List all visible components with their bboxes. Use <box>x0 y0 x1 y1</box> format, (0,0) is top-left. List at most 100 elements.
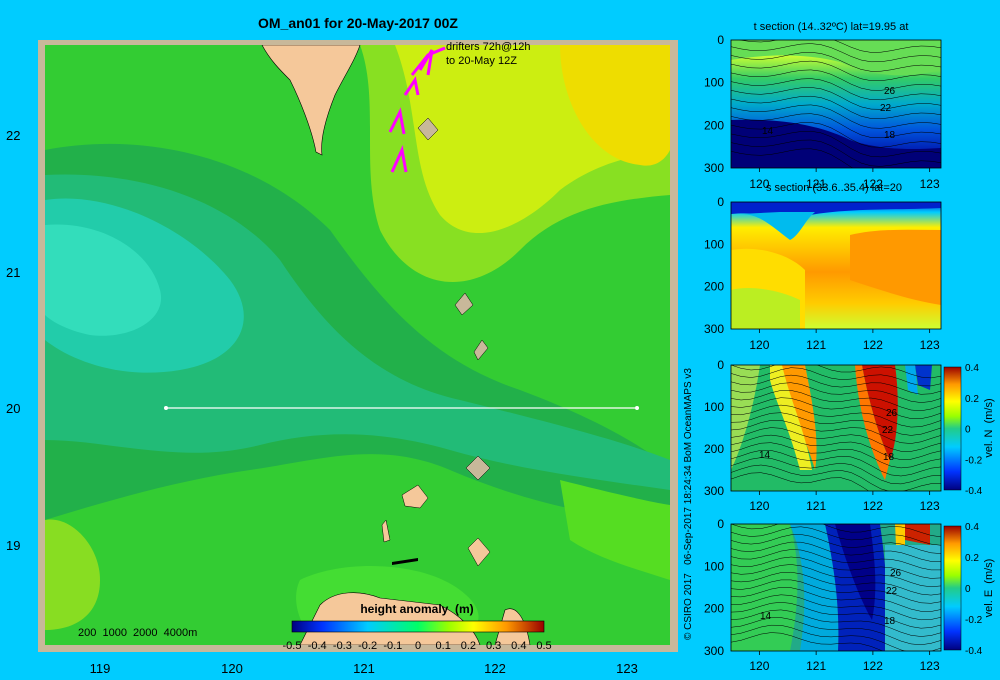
colorbar-tick: 0.3 <box>486 640 501 652</box>
panel-x-tick: 121 <box>806 338 826 352</box>
vel-n-field <box>731 365 941 491</box>
vel-colorbar-tick: 0 <box>965 425 971 436</box>
vel-n-panel: 26 22 18 14 vel. N (m/s) <box>730 364 995 492</box>
contour-line <box>731 148 854 168</box>
island-8 <box>392 558 418 565</box>
depth-legend: 200 1000 2000 4000m <box>78 627 197 639</box>
map-x-tick: 120 <box>221 661 243 676</box>
panel-y-tick: 0 <box>717 33 724 47</box>
drifter-annotation-line1: drifters 72h@12h <box>446 41 531 53</box>
contour-line <box>731 624 941 651</box>
contour-line <box>731 104 941 129</box>
map-x-ticks: 119 120 121 122 123 <box>90 661 638 676</box>
t-section-panel: t section (14..32ºC) lat=19.95 at 26 22 … <box>730 21 942 169</box>
contour-line <box>731 450 941 477</box>
t-contour-label: 26 <box>884 86 896 97</box>
contour-line <box>731 78 941 101</box>
panel-y-tick: 300 <box>704 484 724 498</box>
contour-line <box>731 617 941 646</box>
vel-colorbar-tick: 0.2 <box>965 394 979 405</box>
contour-line <box>731 60 941 81</box>
field-sw-lightgreen <box>45 519 100 630</box>
drifter-tracks <box>388 46 446 173</box>
contour-line <box>731 122 941 148</box>
vel-e-navy-core <box>835 524 876 620</box>
contour-line <box>731 427 941 452</box>
vel-colorbar-tick: -0.2 <box>965 455 983 466</box>
panel-y-tick: 200 <box>704 442 724 456</box>
contour-line <box>731 464 941 491</box>
drifter-annotation-line2: to 20-May 12Z <box>446 55 517 67</box>
vel-e-frame <box>730 523 942 652</box>
panel-y-tick: 100 <box>704 559 724 573</box>
panel-y-tick: 300 <box>704 161 724 175</box>
s-section-panel: s section (33.6..35.4) lat=20 <box>730 182 942 330</box>
contour-line <box>731 52 941 72</box>
colorbar-tick: -0.3 <box>333 640 352 652</box>
contour-line <box>731 571 941 596</box>
panel-y-tick: 200 <box>704 118 724 132</box>
colorbar-label: height anomaly (m) <box>360 602 473 616</box>
vn-contour-label: 26 <box>886 408 898 419</box>
panel-y-tick: 300 <box>704 322 724 336</box>
field-ne-gold <box>560 45 670 166</box>
vel-n-orange-core <box>855 365 890 480</box>
contour-line <box>731 404 941 428</box>
ve-contour-label: 26 <box>890 568 902 579</box>
panel-y-tick: 200 <box>704 280 724 294</box>
colorbar-gradient <box>291 620 545 633</box>
colorbar-tick: 0.2 <box>461 640 476 652</box>
panel-x-tick: 123 <box>920 499 940 513</box>
panel-x-tick: 121 <box>806 659 826 673</box>
section-line-start <box>164 406 168 410</box>
t-section-frame <box>730 39 942 169</box>
contour-line <box>731 556 941 579</box>
contour-line <box>731 69 941 91</box>
panel-x-tick: 122 <box>863 338 883 352</box>
island-3 <box>473 339 489 361</box>
ve-contour-label: 14 <box>760 611 772 622</box>
ve-contours <box>731 524 941 651</box>
panel-y-tick: 0 <box>717 358 724 372</box>
colorbar-tick: -0.4 <box>308 640 327 652</box>
ve-contour-label: 18 <box>884 616 896 627</box>
contour-line <box>731 524 941 538</box>
main-map: OM_an01 for 20-May-2017 00Z <box>6 15 678 676</box>
contour-line <box>731 526 941 546</box>
contour-line <box>731 367 941 387</box>
panel-y-tick: 0 <box>717 517 724 531</box>
panel-x-tick: 120 <box>749 659 769 673</box>
field-teal-inner <box>45 224 162 336</box>
panel-x-tick: 120 <box>749 338 769 352</box>
vel-e-colorbar-label: vel. E (m/s) <box>983 559 995 618</box>
vel-n-red-core <box>862 365 898 460</box>
panel-x-tick: 123 <box>920 338 940 352</box>
contour-line <box>731 412 941 436</box>
field-e-strip <box>560 480 670 580</box>
credit-text: © CSIRO 2017 06-Sep-2017 18:24:34 BoM Oc… <box>683 368 694 640</box>
panel-x-tick: 120 <box>749 177 769 191</box>
ve-contour-label: 22 <box>886 586 898 597</box>
panel-y-tick: 0 <box>717 195 724 209</box>
vel-n-yellow-west <box>770 365 812 470</box>
colorbar-tick: -0.2 <box>358 640 377 652</box>
contour-line <box>731 397 941 419</box>
island-1 <box>417 117 439 141</box>
map-y-ticks: 19 20 21 22 <box>6 128 20 553</box>
vel-colorbar-tick: 0.2 <box>965 553 979 564</box>
colorbar-tick: 0.1 <box>436 640 451 652</box>
panel-y-tick: 100 <box>704 76 724 90</box>
contour-line <box>731 87 941 110</box>
island-5 <box>401 484 429 509</box>
contour-line <box>731 113 941 139</box>
panel-x-tick: 121 <box>806 499 826 513</box>
map-y-tick: 22 <box>6 128 20 143</box>
section-line-end <box>635 406 639 410</box>
panel-x-tick: 122 <box>863 659 883 673</box>
island-2 <box>454 292 474 316</box>
colorbar-tick: 0.5 <box>536 640 551 652</box>
vn-contour-label: 18 <box>883 452 895 463</box>
map-y-tick: 19 <box>6 538 20 553</box>
s-section-orange-core <box>850 229 941 305</box>
